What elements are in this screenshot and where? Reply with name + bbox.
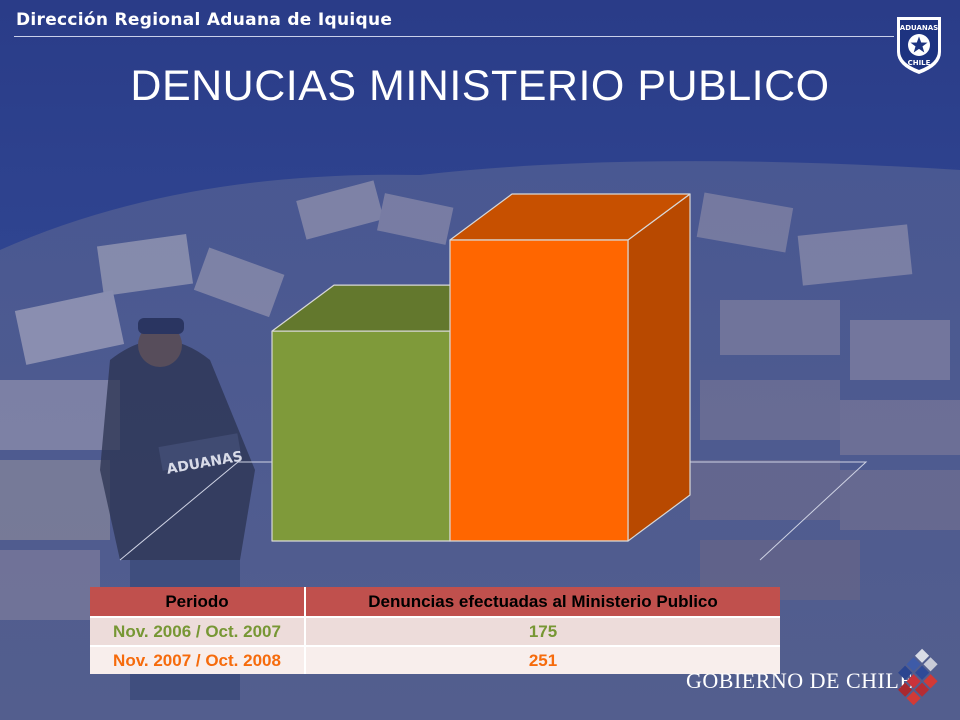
gov-label: GOBIERNO DE CHILE (686, 668, 914, 693)
column-header-period: Periodo (90, 587, 306, 617)
bar-front (271, 330, 451, 542)
star-icon (910, 36, 928, 53)
logo-line2: CHILE (908, 59, 931, 67)
cell-period: Nov. 2007 / Oct. 2008 (90, 645, 306, 674)
page-title: DENUCIAS MINISTERIO PUBLICO (130, 62, 830, 110)
cell-period: Nov. 2006 / Oct. 2007 (90, 616, 306, 646)
aduanas-shield-logo: ADUANAS CHILE (897, 17, 941, 74)
gov-mosaic-icon (898, 648, 938, 706)
bar-front (449, 239, 629, 542)
gobierno-de-chile-logo: GOBIERNO DE CHILE (686, 648, 956, 714)
organization-title: Dirección Regional Aduana de Iquique (16, 10, 393, 30)
header-divider (14, 36, 894, 37)
bar-2 (449, 193, 691, 542)
logo-line1: ADUANAS (900, 24, 938, 32)
bar-side (627, 193, 691, 542)
cell-value: 251 (305, 645, 780, 674)
data-table: Periodo Denuncias efectuadas al Minister… (90, 587, 780, 674)
column-header-denuncias: Denuncias efectuadas al Ministerio Publi… (305, 587, 780, 617)
table-row: Nov. 2007 / Oct. 2008 251 (90, 645, 780, 674)
chart-bars (271, 193, 691, 542)
cell-value: 175 (305, 616, 780, 646)
table-row: Nov. 2006 / Oct. 2007 175 (90, 616, 780, 646)
table-header-row: Periodo Denuncias efectuadas al Minister… (90, 587, 780, 617)
